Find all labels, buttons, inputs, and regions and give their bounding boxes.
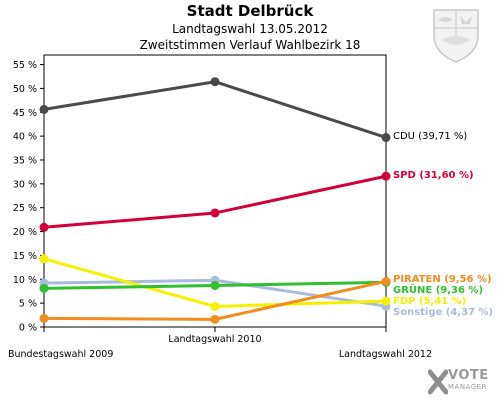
logo-brand-text: VOTE [448, 368, 489, 383]
y-tick-label: 0 % [19, 323, 37, 334]
chart-subtitle-election: Landtagswahl 13.05.2012 [172, 22, 328, 36]
data-point-spd [381, 171, 391, 181]
series-label-spd: SPD (31,60 %) [393, 170, 474, 181]
y-tick-label: 15 % [13, 251, 37, 262]
y-tick-label: 40 % [13, 132, 37, 143]
series-label-cdu: CDU (39,71 %) [393, 131, 467, 142]
y-tick-label: 50 % [13, 84, 37, 95]
data-point-piraten [210, 314, 220, 324]
chart-title: Stadt Delbrück [186, 2, 314, 20]
y-tick-label: 30 % [13, 179, 37, 190]
y-tick-label: 10 % [13, 275, 37, 286]
data-point-cdu [210, 77, 220, 87]
y-tick-label: 45 % [13, 108, 37, 119]
series-label-sonstige: Sonstige (4,37 %) [393, 307, 493, 318]
votemanager-logo: VOTE MANAGER [428, 368, 498, 398]
data-point-fdp [210, 301, 220, 311]
votemanager-x-icon [428, 369, 448, 395]
data-point-fdp [381, 296, 391, 306]
x-tick-label: Landtagswahl 2010 [168, 334, 261, 345]
data-point-piraten [381, 276, 391, 286]
logo-sub-text: MANAGER [448, 383, 487, 391]
series-line-cdu [43, 80, 387, 139]
data-point-cdu [381, 133, 391, 143]
y-tick-label: 25 % [13, 203, 37, 214]
y-tick-label: 20 % [13, 227, 37, 238]
y-tick-label: 55 % [13, 60, 37, 71]
x-tick-label: Bundestagswahl 2009 [8, 349, 113, 360]
x-tick-label: Landtagswahl 2012 [339, 349, 432, 360]
series-label-fdp: FDP (5,41 %) [393, 296, 466, 307]
data-point-fdp [39, 254, 49, 264]
data-point-grüne [39, 283, 49, 293]
y-tick-label: 5 % [19, 299, 37, 310]
data-point-spd [39, 222, 49, 232]
chart-subtitle-district: Zweitstimmen Verlauf Wahlbezirk 18 [139, 38, 361, 52]
nrw-coat-of-arms-icon [433, 9, 479, 63]
series-label-piraten: PIRATEN (9,56 %) [393, 274, 492, 285]
series-line-spd [43, 174, 387, 229]
data-point-cdu [39, 104, 49, 114]
data-point-spd [210, 208, 220, 218]
series-label-grüne: GRÜNE (9,36 %) [393, 282, 483, 296]
data-point-grüne [210, 280, 220, 290]
data-point-piraten [39, 313, 49, 323]
y-tick-label: 35 % [13, 155, 37, 166]
